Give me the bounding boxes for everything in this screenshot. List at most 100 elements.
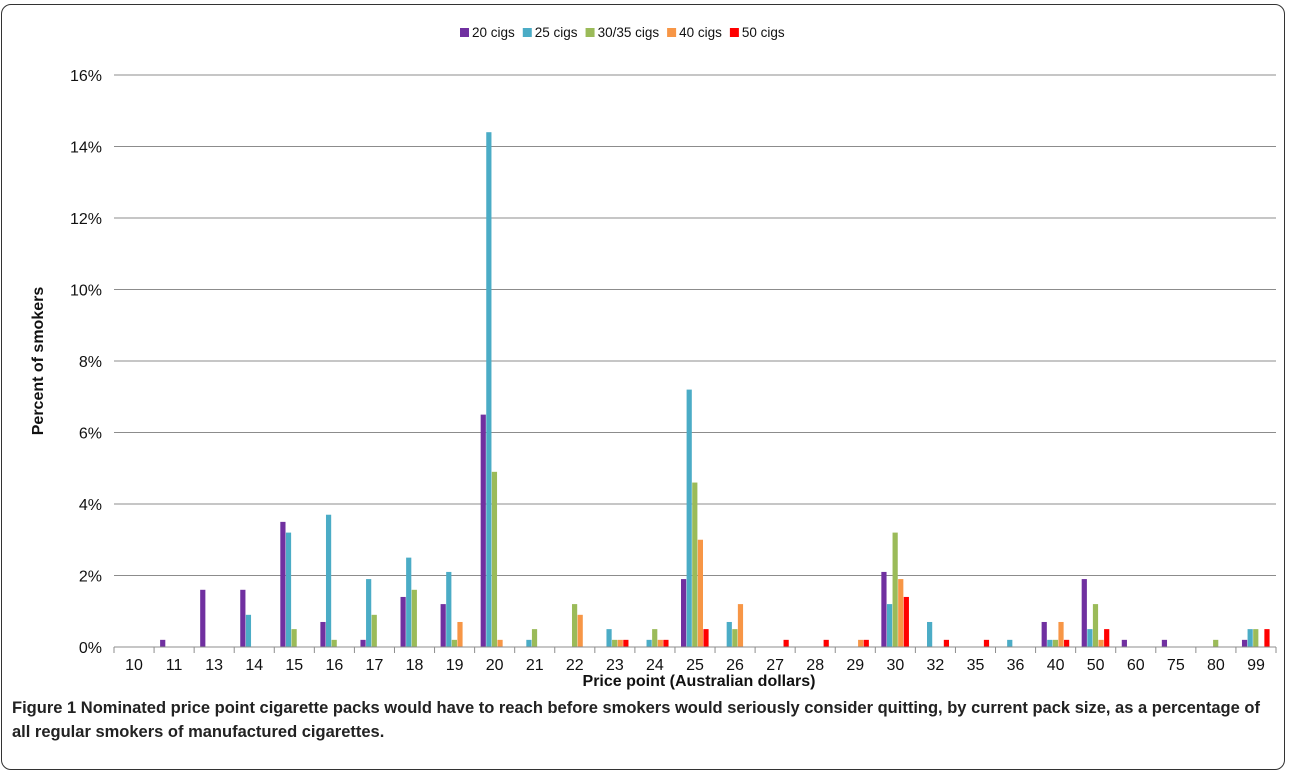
bar [446, 571, 452, 647]
bar [531, 629, 538, 647]
bar [858, 639, 864, 647]
bar [457, 621, 463, 647]
x-tick-label: 27 [766, 657, 784, 674]
bar [480, 414, 486, 647]
bar [320, 621, 326, 647]
bars-group [160, 132, 1270, 647]
bar [1052, 639, 1059, 647]
bar [898, 579, 904, 647]
bar-chart: 20 cigs 25 cigs 30/35 cigs 40 cigs 50 cigs 0… [30, 25, 1277, 690]
bar [1121, 639, 1127, 647]
bar [927, 621, 933, 647]
bar [1161, 639, 1168, 647]
bar [245, 614, 252, 647]
y-axis-ticks: 0% 2% 4% 6% 8% 10% 12% 14% 16% [70, 68, 102, 657]
x-tick-label: 60 [1127, 657, 1145, 674]
bar [1081, 579, 1087, 647]
bar [1104, 629, 1110, 647]
y-tick-label: 10% [70, 283, 102, 300]
legend-label: 40 cigs [679, 25, 722, 40]
bar [486, 132, 492, 647]
x-tick-label: 11 [166, 657, 183, 674]
bar [726, 621, 732, 647]
bar [291, 629, 297, 647]
x-tick-label: 24 [646, 657, 664, 674]
bar [406, 557, 412, 647]
bar [1058, 621, 1064, 647]
x-tick-label: 10 [125, 657, 143, 674]
bar [366, 579, 372, 647]
y-tick-label: 14% [70, 140, 102, 157]
y-tick-label: 16% [70, 68, 102, 85]
legend-swatch [729, 28, 739, 37]
bar [571, 604, 578, 647]
bar [623, 639, 629, 647]
bar [1047, 639, 1053, 647]
x-tick-label: 18 [406, 657, 424, 674]
x-tick-label: 32 [927, 657, 945, 674]
gridlines [114, 74, 1276, 576]
bar [1253, 629, 1259, 647]
bar [325, 514, 332, 647]
legend-swatch [585, 28, 595, 37]
x-axis [113, 646, 1277, 653]
bar [1241, 639, 1248, 647]
x-tick-label: 15 [285, 657, 303, 674]
legend-label: 20 cigs [472, 25, 515, 40]
bar [400, 596, 406, 647]
x-tick-label: 14 [245, 657, 263, 674]
bar [983, 639, 990, 647]
x-tick-label: 26 [726, 657, 744, 674]
bar [686, 389, 692, 647]
bar [737, 604, 744, 647]
bar [577, 614, 583, 647]
bar [881, 571, 887, 647]
bar [331, 639, 337, 647]
x-tick-label: 23 [606, 657, 624, 674]
bar [497, 639, 503, 647]
legend-label: 25 cigs [535, 25, 578, 40]
bar [663, 639, 669, 647]
bar [1007, 639, 1013, 647]
bar [1064, 639, 1070, 647]
legend-swatch [667, 28, 677, 37]
bar [646, 639, 652, 647]
bar [617, 639, 623, 647]
bar [491, 471, 498, 647]
bar [783, 639, 789, 647]
y-tick-label: 12% [70, 211, 102, 228]
y-tick-label: 2% [79, 569, 102, 586]
bar [1092, 604, 1099, 647]
x-tick-label: 21 [526, 657, 544, 674]
bar [863, 639, 869, 647]
bar [697, 539, 703, 647]
bar [1087, 629, 1093, 647]
bar [200, 589, 206, 647]
x-tick-label: 99 [1247, 657, 1265, 674]
legend-swatch [522, 28, 532, 37]
x-tick-label: 20 [486, 657, 504, 674]
figure-frame [1, 4, 1285, 770]
bar [1264, 629, 1270, 647]
x-tick-label: 25 [686, 657, 704, 674]
figure-caption-text: Nominated price point cigarette packs wo… [12, 699, 1260, 741]
bar [360, 639, 366, 647]
y-tick-label: 4% [79, 497, 102, 514]
x-tick-label: 36 [1007, 657, 1025, 674]
x-tick-label: 22 [566, 657, 584, 674]
legend-swatch [460, 28, 469, 37]
y-tick-label: 8% [79, 354, 102, 371]
bar [681, 579, 687, 647]
figure-caption: Figure 1 Nominated price point cigarette… [12, 696, 1274, 744]
x-tick-label: 28 [806, 657, 824, 674]
bar [160, 639, 166, 647]
bar [285, 532, 292, 647]
bar [903, 596, 909, 647]
bar [371, 614, 377, 647]
legend-label: 30/35 cigs [598, 25, 660, 40]
bar [657, 639, 663, 647]
bar [892, 532, 898, 647]
x-tick-label: 13 [205, 657, 223, 674]
bar [411, 589, 417, 647]
bar [1098, 639, 1104, 647]
